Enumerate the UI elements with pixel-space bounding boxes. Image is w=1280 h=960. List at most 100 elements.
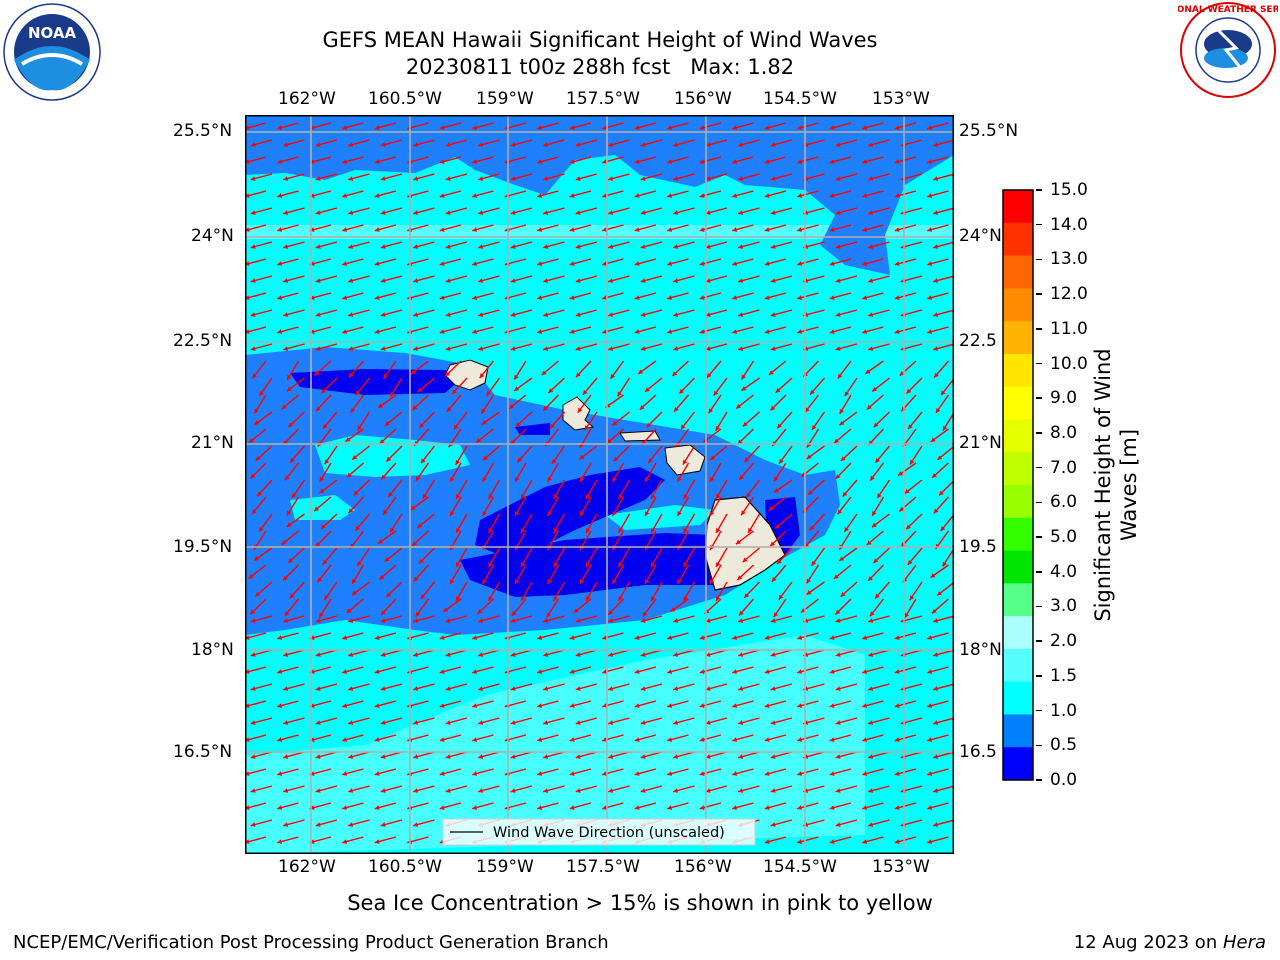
wind-arrow-head [537,227,543,232]
wind-arrow-head [906,524,911,530]
wind-arrow-head [608,142,614,147]
wind-arrow-head [835,474,841,479]
wind-arrow-head [322,559,328,565]
wind-arrow-head [342,125,348,130]
wind-arrow-head [933,176,939,181]
wind-arrow-head [834,438,840,444]
wind-arrow-head [612,477,617,483]
wind-arrow-head [933,142,939,147]
wind-arrow-head [248,573,254,579]
wind-arrow-head [667,261,673,266]
wind-arrow-head [770,346,776,351]
wind-arrow-head [342,771,348,776]
wind-arrow-head [315,618,321,623]
wind-arrow-head [829,669,835,674]
wind-arrow-head [582,389,588,395]
wind-arrow-head [640,210,646,215]
wind-arrow-head [315,244,321,249]
colorbar-segment [1003,222,1033,257]
colorbar-segment [1003,419,1033,453]
wind-arrow-head [348,754,354,759]
wind-arrow-head [380,610,386,616]
wind-arrow-head [547,477,552,483]
wind-arrow-head [872,510,877,516]
wind-arrow-head [374,329,380,334]
wind-arrow-head [410,369,416,375]
wind-arrow-head [248,438,254,443]
wind-arrow-head [770,142,776,147]
wind-arrow-head [450,579,455,585]
wind-arrow-head [741,374,746,380]
wind-arrow-head [439,329,445,334]
wind-arrow-head [450,477,455,483]
wind-arrow-head [586,528,591,534]
wind-arrow-head [741,510,746,516]
wind-arrow-head [806,578,811,584]
wind-arrow-head [575,788,581,793]
colorbar-segment [1003,550,1033,584]
wind-arrow-head [283,210,289,215]
wind-arrow-head [602,193,608,198]
wind-arrow-head [315,142,321,147]
wind-arrow-head [868,788,874,793]
wind-arrow-head [445,346,451,351]
wind-arrow-head [445,142,451,147]
colorbar-tick-label: 12.0 [1050,284,1088,305]
wind-arrow-head [746,492,751,498]
wind-arrow-head [348,720,354,725]
wind-arrow-head [804,407,810,413]
ocean-mid-north [245,115,954,275]
wind-arrow-head [673,720,679,725]
wind-arrow-head [488,528,493,534]
wind-arrow-head [835,210,841,215]
wind-arrow-head [829,839,835,844]
wind-arrow-head [829,703,835,708]
wind-arrow-head [345,437,351,442]
wind-arrow-head [413,754,419,759]
wind-arrow-head [716,596,721,602]
wind-arrow-head [445,312,451,317]
wind-arrow-head [732,329,738,334]
wind-arrow-head [250,176,256,181]
wind-arrow-head [634,771,640,776]
wind-arrow-head [894,669,900,674]
wind-arrow-head [608,618,614,623]
wind-arrow-head [927,193,933,198]
wind-arrow-head [287,374,292,380]
wind-arrow-head [478,142,484,147]
wind-arrow-head [342,669,348,674]
wind-arrow-head [667,329,673,334]
wind-arrow-head [413,312,419,317]
wind-arrow-head [839,408,844,414]
ocean-hole-2 [290,495,355,520]
wind-arrow-head [764,329,770,334]
colorbar-tick-label: 1.5 [1050,665,1078,686]
wind-arrow-head [537,805,543,810]
wind-arrow-head [553,494,558,500]
wind-arrow-head [342,839,348,844]
wind-arrow-head [673,618,679,623]
wind-arrow-head [862,669,868,674]
wind-arrow-head [277,805,283,810]
wind-arrow-head [829,635,835,640]
wind-arrow-head [770,618,776,623]
wind-arrow-head [862,703,868,708]
wind-arrow-head [806,590,812,595]
wind-arrow-head [602,805,608,810]
wind-arrow-head [511,610,517,616]
colorbar-tick-mark [1036,744,1042,747]
wind-arrow-head [282,575,288,581]
wind-arrow-head [453,424,459,430]
wind-arrow-head [314,370,320,376]
wind-arrow-head [342,737,348,742]
wind-arrow-head [550,423,555,429]
wind-arrow-head [894,295,900,300]
colorbar-segment [1003,714,1033,748]
wind-arrow-head [683,596,688,602]
wind-arrow-head [651,562,656,568]
wind-arrow-head [705,210,711,215]
wind-arrow-head [515,422,521,427]
wind-arrow-head [932,473,938,478]
colorbar-segment [1003,485,1033,519]
wind-arrow-head [250,609,255,615]
